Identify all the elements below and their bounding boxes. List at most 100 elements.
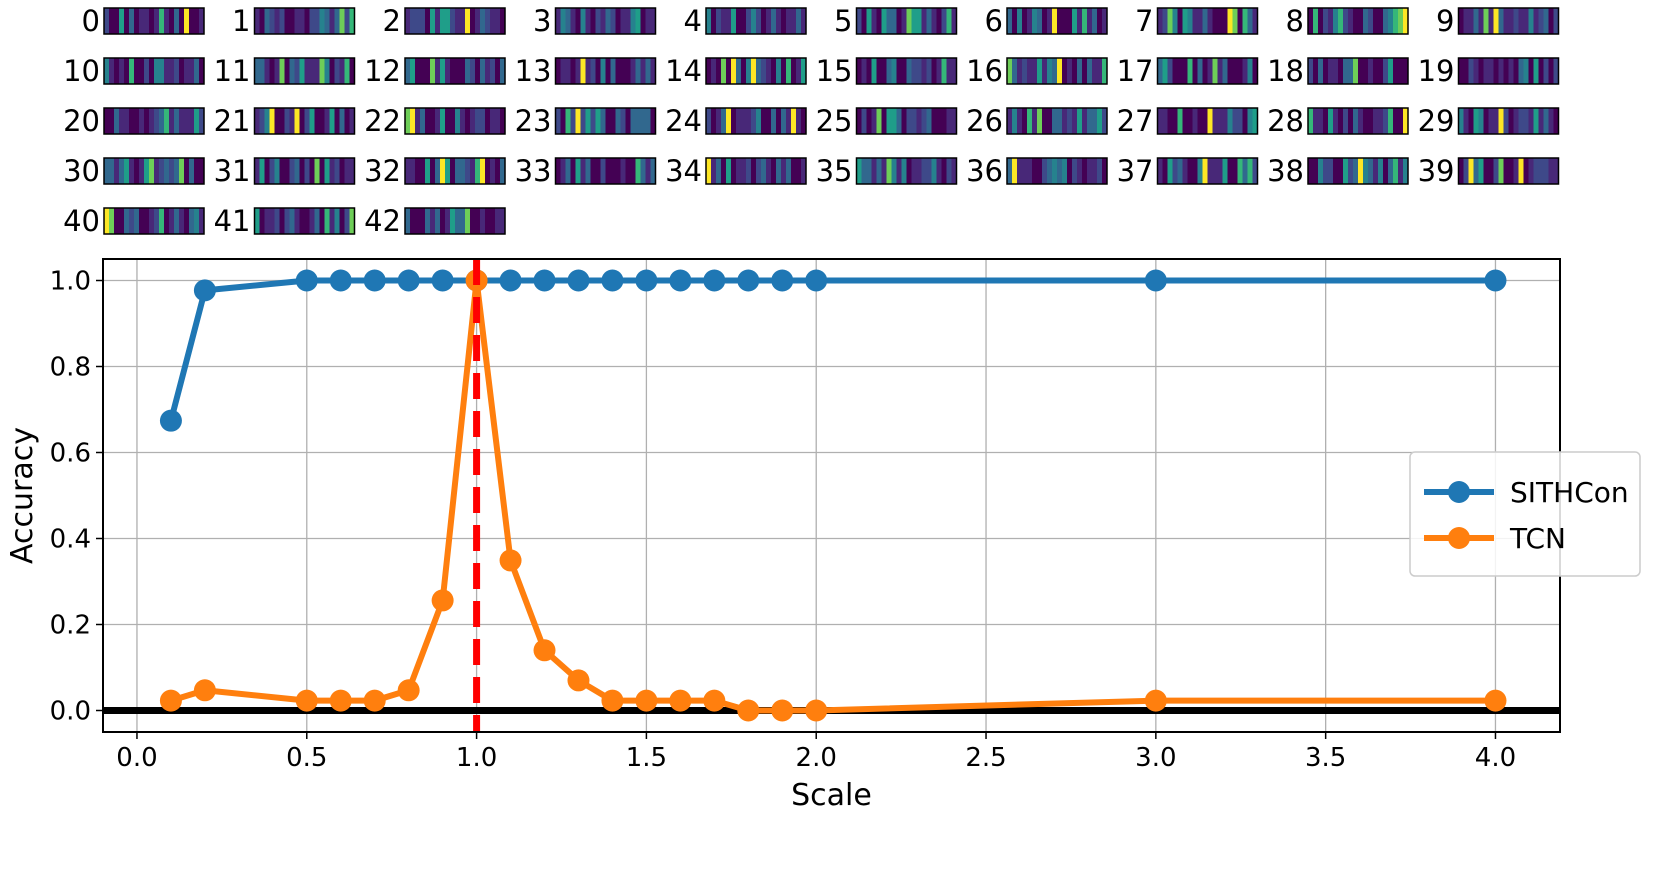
pattern-cell: [1538, 158, 1544, 184]
pattern-cell: [465, 108, 471, 134]
pattern-cell: [615, 58, 621, 84]
series-layer: [159, 259, 1507, 732]
pattern-cell: [194, 58, 200, 84]
pattern-cell: [921, 58, 927, 84]
pattern-cell: [630, 8, 636, 34]
pattern-cell: [711, 108, 717, 134]
pattern-cell: [485, 8, 491, 34]
pattern-cell: [1007, 58, 1013, 84]
pattern-cell: [605, 58, 611, 84]
pattern-cell: [480, 208, 486, 234]
pattern-cell: [781, 8, 787, 34]
pattern-cell: [911, 108, 917, 134]
pattern-cell: [199, 8, 205, 34]
pattern-cell: [1348, 8, 1354, 34]
pattern-cell: [1242, 8, 1248, 34]
pattern-cell: [1252, 58, 1258, 84]
pattern-cell: [415, 8, 421, 34]
pattern-cell: [1077, 8, 1083, 34]
pattern-cell: [796, 108, 802, 134]
pattern-cell: [1378, 158, 1384, 184]
pattern-cell: [861, 8, 867, 34]
pattern-cell: [1463, 8, 1469, 34]
pattern-label: 37: [1117, 154, 1154, 188]
pattern-cell: [1553, 8, 1559, 34]
pattern-cell: [625, 8, 631, 34]
pattern-border: [1457, 107, 1560, 135]
pattern-cell: [199, 158, 205, 184]
pattern-cell: [1102, 158, 1108, 184]
pattern-cell: [1313, 8, 1319, 34]
pattern-cell: [1503, 158, 1509, 184]
pattern-cell: [405, 58, 411, 84]
pattern-cell: [741, 8, 747, 34]
pattern-cell: [936, 8, 942, 34]
pattern-cell: [475, 158, 481, 184]
pattern-cell: [1313, 158, 1319, 184]
pattern-cell: [866, 108, 872, 134]
pattern-cell: [455, 108, 461, 134]
pattern-cell: [1082, 58, 1088, 84]
pattern-cell: [881, 108, 887, 134]
pattern-cell: [460, 208, 466, 234]
pattern-cell: [1318, 8, 1324, 34]
pattern-cell: [440, 208, 446, 234]
pattern-cell: [1528, 158, 1534, 184]
pattern-cell: [144, 58, 150, 84]
pattern-cell: [565, 108, 571, 134]
pattern-cell: [931, 108, 937, 134]
pattern-cell: [736, 58, 742, 84]
pattern-cell: [1463, 108, 1469, 134]
pattern-cell: [169, 108, 175, 134]
pattern-cell: [1072, 8, 1078, 34]
pattern-cell: [726, 58, 732, 84]
pattern-cell: [590, 8, 596, 34]
pattern-cell: [500, 158, 506, 184]
pattern-cell: [405, 208, 411, 234]
pattern-label: 2: [383, 4, 401, 38]
pattern-border: [705, 57, 807, 85]
pattern-cell: [1398, 58, 1404, 84]
pattern-cell: [896, 108, 902, 134]
pattern-cell: [771, 108, 777, 134]
pattern-cell: [886, 108, 892, 134]
pattern-cell: [440, 58, 446, 84]
pattern-cell: [114, 8, 120, 34]
pattern-cell: [580, 108, 586, 134]
pattern-cell: [1488, 8, 1494, 34]
pattern-cell: [746, 58, 752, 84]
pattern-cell: [1242, 58, 1248, 84]
pattern-cell: [440, 8, 446, 34]
pattern-cell: [721, 58, 727, 84]
pattern-cell: [1328, 58, 1334, 84]
pattern-cell: [299, 108, 305, 134]
pattern-cell: [289, 208, 295, 234]
pattern-thumbnail: [404, 207, 506, 235]
pattern-cell: [1373, 158, 1379, 184]
pattern-cell: [139, 8, 145, 34]
pattern-cell: [109, 108, 115, 134]
pattern-cell: [475, 108, 481, 134]
pattern-border: [855, 157, 958, 185]
pattern-cell: [1167, 158, 1173, 184]
pattern-thumbnail: [103, 107, 205, 135]
pattern-cell: [761, 8, 767, 34]
pattern-border: [1006, 7, 1108, 35]
pattern-cell: [410, 208, 416, 234]
pattern-label: 18: [1267, 54, 1304, 88]
pattern-cell: [856, 58, 862, 84]
pattern-cell: [590, 58, 596, 84]
pattern-label: 29: [1418, 104, 1455, 138]
pattern-thumbnail: [1307, 57, 1409, 85]
pattern-cell: [1182, 8, 1188, 34]
pattern-cell: [1318, 158, 1324, 184]
pattern-cell: [1222, 58, 1228, 84]
pattern-cell: [1007, 158, 1013, 184]
data-point: [533, 269, 556, 292]
pattern-cell: [876, 58, 882, 84]
pattern-cell: [1037, 58, 1043, 84]
pattern-cell: [766, 8, 772, 34]
pattern-cell: [751, 58, 757, 84]
pattern-cell: [1087, 8, 1093, 34]
pattern-cell: [139, 58, 145, 84]
